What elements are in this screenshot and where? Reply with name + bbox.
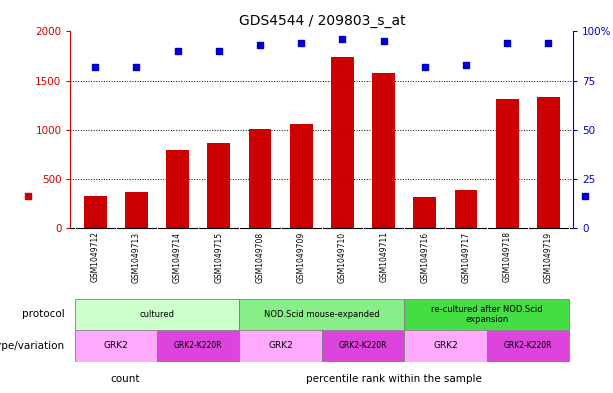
- Text: GRK2-K220R: GRK2-K220R: [339, 342, 387, 350]
- Title: GDS4544 / 209803_s_at: GDS4544 / 209803_s_at: [238, 14, 405, 28]
- Text: cultured: cultured: [140, 310, 175, 319]
- Bar: [322, 330, 404, 362]
- Bar: [240, 299, 404, 330]
- Text: GSM1049717: GSM1049717: [462, 231, 471, 283]
- Text: GSM1049708: GSM1049708: [256, 231, 265, 283]
- Bar: [75, 330, 157, 362]
- Point: [338, 36, 348, 42]
- Bar: [372, 73, 395, 228]
- Bar: [537, 97, 560, 228]
- Point: [214, 48, 224, 54]
- Text: GSM1049709: GSM1049709: [297, 231, 306, 283]
- Text: count: count: [110, 375, 140, 384]
- Bar: [290, 124, 313, 228]
- Text: percentile rank within the sample: percentile rank within the sample: [306, 375, 482, 384]
- Text: genotype/variation: genotype/variation: [0, 341, 64, 351]
- Text: GSM1049712: GSM1049712: [91, 231, 100, 283]
- Point: [420, 64, 430, 70]
- Text: GSM1049711: GSM1049711: [379, 231, 388, 283]
- Point: [296, 40, 306, 46]
- Point: [23, 193, 32, 200]
- Bar: [157, 330, 240, 362]
- Point: [173, 48, 183, 54]
- Bar: [75, 299, 240, 330]
- Point: [461, 62, 471, 68]
- Bar: [487, 330, 569, 362]
- Point: [379, 38, 389, 44]
- Bar: [496, 99, 519, 228]
- Bar: [404, 299, 569, 330]
- Bar: [84, 195, 107, 228]
- Text: GSM1049713: GSM1049713: [132, 231, 141, 283]
- Point: [132, 64, 142, 70]
- Text: NOD.Scid mouse-expanded: NOD.Scid mouse-expanded: [264, 310, 379, 319]
- Text: GSM1049715: GSM1049715: [215, 231, 223, 283]
- Text: re-cultured after NOD.Scid
expansion: re-cultured after NOD.Scid expansion: [431, 305, 543, 324]
- Bar: [249, 129, 272, 228]
- Bar: [207, 143, 230, 228]
- Text: GSM1049719: GSM1049719: [544, 231, 553, 283]
- Text: GRK2-K220R: GRK2-K220R: [174, 342, 223, 350]
- Text: GRK2: GRK2: [104, 342, 128, 350]
- Bar: [404, 330, 487, 362]
- Text: GRK2-K220R: GRK2-K220R: [504, 342, 552, 350]
- Point: [255, 42, 265, 48]
- Point: [544, 40, 554, 46]
- Bar: [240, 330, 322, 362]
- Text: GSM1049716: GSM1049716: [421, 231, 429, 283]
- Text: GRK2: GRK2: [268, 342, 293, 350]
- Bar: [125, 191, 148, 228]
- Bar: [414, 197, 436, 228]
- Text: protocol: protocol: [21, 309, 64, 320]
- Bar: [166, 150, 189, 228]
- Text: GSM1049710: GSM1049710: [338, 231, 347, 283]
- Text: GSM1049718: GSM1049718: [503, 231, 512, 283]
- Point: [90, 64, 100, 70]
- Text: GSM1049714: GSM1049714: [173, 231, 182, 283]
- Point: [581, 193, 590, 200]
- Bar: [455, 190, 478, 228]
- Text: GRK2: GRK2: [433, 342, 458, 350]
- Point: [502, 40, 512, 46]
- Bar: [331, 57, 354, 228]
